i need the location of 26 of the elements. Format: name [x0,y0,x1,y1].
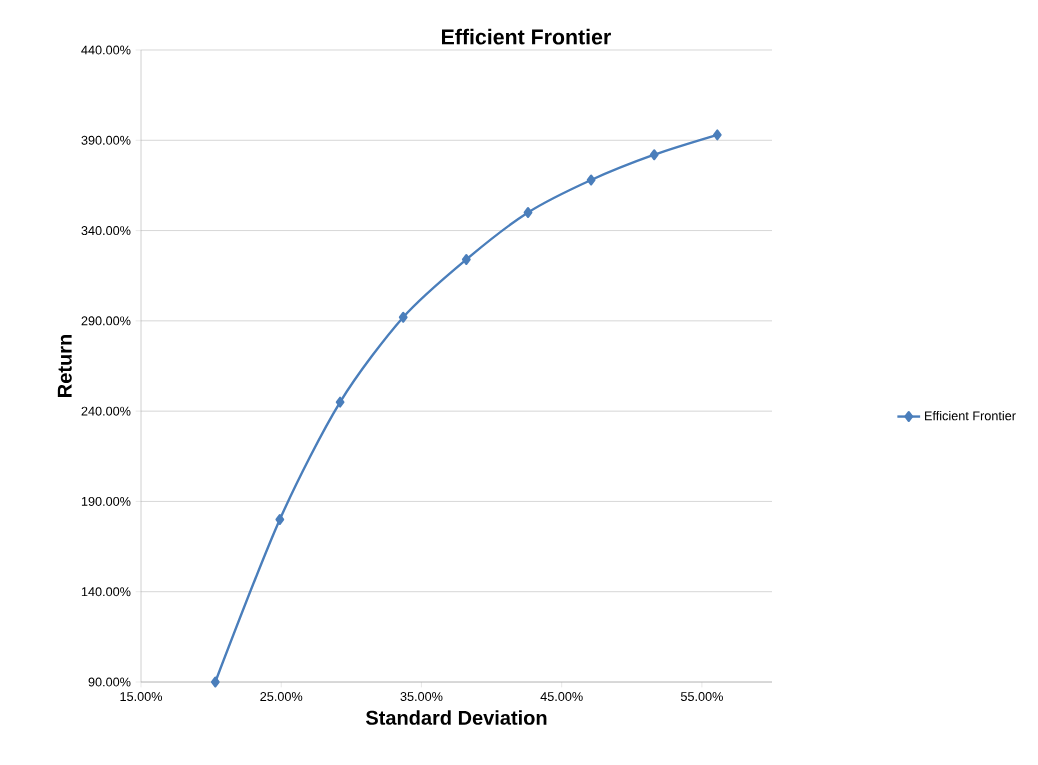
x-tick-label: 55.00% [680,692,723,702]
y-tick-label: 440.00% [81,45,131,55]
y-tick-label: 240.00% [81,406,131,416]
y-tick-label: 190.00% [81,496,131,506]
point [586,174,596,186]
chart-title: Efficient Frontier [442,28,611,45]
point [523,207,533,218]
y-tick-label: 340.00% [81,226,131,236]
x-axis-title: Standard Deviation [365,710,547,725]
x-tick-label: 45.00% [540,692,583,702]
y-tick-label: 290.00% [81,316,131,326]
x-tick-label: 25.00% [260,692,303,702]
point [649,149,659,161]
point [275,514,285,525]
point [461,254,471,265]
point [398,311,408,323]
y-axis-title: Return [57,335,72,397]
y-tick-label: 390.00% [81,135,131,145]
y-tick-label: 140.00% [81,587,131,597]
x-tick-label: 35.00% [400,692,443,702]
x-tick-label: 15.00% [120,692,163,702]
point [210,676,220,688]
point [712,129,722,141]
point [335,396,345,408]
y-tick-label: 90.00% [88,677,131,687]
legend-label: Efficient Frontier [925,410,1016,421]
